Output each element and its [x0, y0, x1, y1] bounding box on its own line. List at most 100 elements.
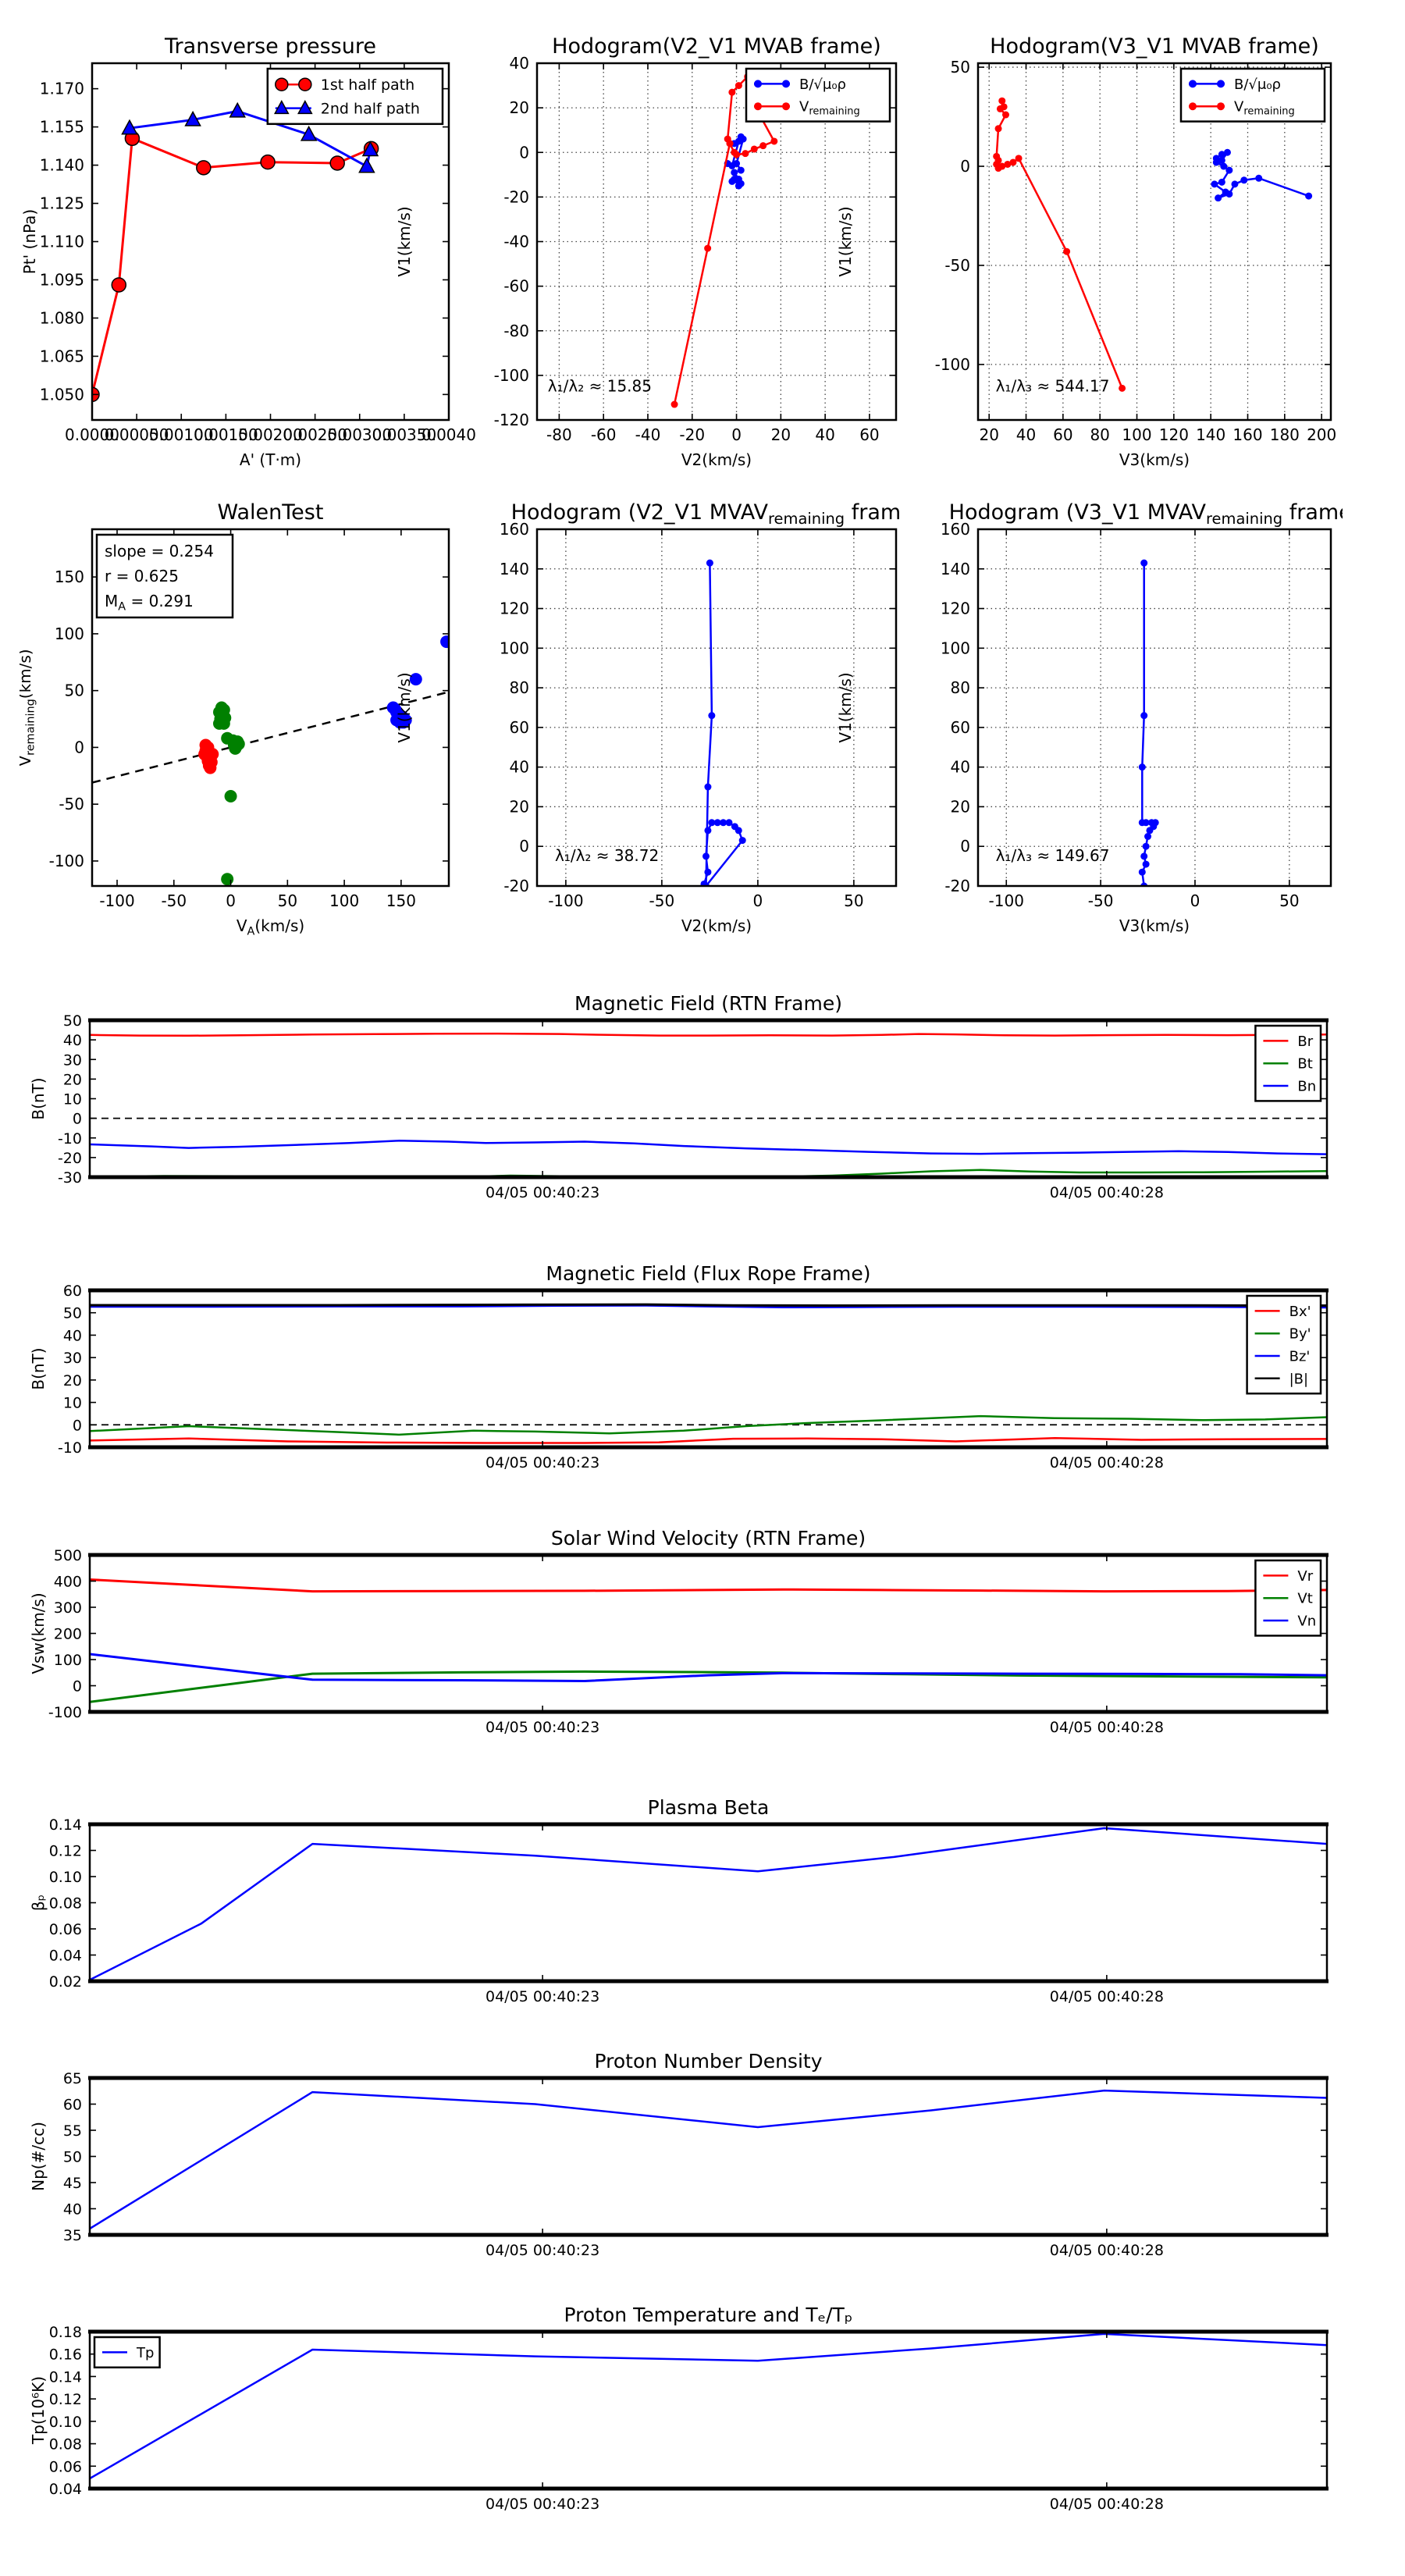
- y-tick-label: -120: [494, 411, 529, 429]
- y-tick-label: -10: [58, 1439, 82, 1457]
- y-tick-label: 0.14: [49, 2368, 82, 2386]
- x-tick-label: 0.00200: [238, 425, 303, 444]
- grid-lines: [537, 62, 896, 421]
- hodogram-v3v1-mvav-panel: -100 -50 0 50 -20 0 20 40 60 80 100 120 140 160 Hodogr…: [835, 494, 1343, 945]
- y-axis-label: Vsw(km/s): [29, 1592, 48, 1674]
- proton-number-density-svg: 04/05 00:40:23 04/05 00:40:28 35 40 45 50 55 60…: [29, 2050, 1329, 2259]
- plasma-beta-svg: 04/05 00:40:23 04/05 00:40:28 0.02 0.04 0.06…: [29, 1796, 1329, 2005]
- series-cluster-3: [386, 635, 449, 729]
- proton-temperature-panel: 04/05 00:40:23 04/05 00:40:28 0.04 0.06 0.08…: [23, 2291, 1382, 2525]
- y-tick-label: 1.125: [40, 194, 84, 213]
- x-tick-label: 0.0000: [65, 425, 119, 444]
- series--b-: [90, 1303, 1327, 1307]
- series-bn: [90, 1140, 1327, 1155]
- y-axis-label: V1(km/s): [395, 206, 414, 276]
- legend: B/√μ₀ρ Vremaining: [1179, 67, 1326, 123]
- x-tick-label: 40: [815, 425, 834, 444]
- series-cluster-1: [198, 738, 219, 774]
- y-tick-label: 10: [63, 1395, 82, 1412]
- legend-item-label: Bt: [1297, 1056, 1312, 1073]
- hodogram-v3v1-mvab-panel: 20 40 60 80 100 120 140 160 180 200 -100 -50 0 50 Hodo…: [835, 22, 1343, 472]
- y-tick-label: 0.12: [49, 2391, 82, 2408]
- x-tick-label: 50: [844, 891, 863, 910]
- x-tick-label: 20: [771, 425, 791, 444]
- y-tick-label: 20: [63, 1071, 82, 1088]
- y-tick-label: 100: [54, 1652, 82, 1669]
- chart-title: Hodogram (V3_V1 MVAVremaining frame): [949, 500, 1343, 528]
- x-tick-label: 04/05 00:40:23: [486, 1988, 599, 2005]
- series-br: [90, 1032, 1327, 1037]
- tick-marks: [978, 528, 1331, 887]
- magnetic-field-rtn-svg: 04/05 00:40:23 04/05 00:40:28 -30 -20 -10 0 10…: [29, 992, 1329, 1201]
- x-tick-label: 04/05 00:40:28: [1050, 1719, 1164, 1736]
- hodogram-v3v1-mvav-svg: -100 -50 0 50 -20 0 20 40 60 80 100 120 140 160Hodogr…: [836, 500, 1343, 935]
- series-v-remaining: [993, 97, 1126, 392]
- x-tick-label: 0: [731, 425, 742, 444]
- x-tick-label: 04/05 00:40:23: [486, 1454, 599, 1471]
- hodogram-v2v1-mvav-panel: -100 -50 0 50 -20 0 20 40 60 80 100 120 140 160 Hodogr…: [394, 494, 902, 945]
- y-tick-label: 60: [510, 718, 529, 737]
- x-tick-label: 04/05 00:40:23: [486, 1719, 599, 1736]
- walen-test-panel: -100 -50 0 50 100 150 -100 -50 0 50 100 150 WalenTes…: [20, 494, 484, 945]
- y-tick-label: 40: [510, 54, 529, 73]
- chart-title: Hodogram(V3_V1 MVAB frame): [990, 34, 1319, 59]
- legend: Vr Vt Vn: [1254, 1559, 1322, 1637]
- y-tick-label: -50: [944, 256, 970, 275]
- series-b-sqrt-mu0-rho-: [1211, 148, 1313, 202]
- y-tick-label: 40: [510, 758, 529, 777]
- legend-item-label: Tp: [136, 2345, 154, 2361]
- y-tick-label: 50: [63, 2149, 82, 2166]
- y-tick-label: 0: [960, 157, 970, 176]
- y-tick-label: 40: [63, 2201, 82, 2218]
- y-tick-label: -20: [944, 877, 970, 895]
- legend-item-label: r = 0.625: [105, 567, 179, 585]
- y-tick-label: 50: [63, 1305, 82, 1322]
- y-tick-label: 0: [960, 837, 970, 856]
- tick-marks: [92, 529, 449, 886]
- x-tick-label: 0: [1190, 891, 1200, 910]
- series-by-: [90, 1414, 1327, 1436]
- y-tick-label: 0: [73, 1678, 82, 1695]
- chart-title: Magnetic Field (RTN Frame): [574, 992, 842, 1015]
- x-tick-label: -50: [649, 891, 675, 910]
- x-tick-label: 50: [278, 891, 297, 910]
- tick-marks: [537, 528, 896, 887]
- y-tick-label: 0.16: [49, 2347, 82, 2364]
- proton-number-density-panel: 04/05 00:40:23 04/05 00:40:28 35 40 45 50 55 60…: [23, 2037, 1382, 2272]
- legend-item-label: Vremaining: [799, 99, 860, 118]
- y-tick-label: 140: [941, 560, 970, 578]
- chart-title: WalenTest: [218, 500, 324, 525]
- legend-item-label: slope = 0.254: [105, 542, 214, 560]
- x-tick-label: 0.0040: [422, 425, 476, 444]
- x-tick-label: -80: [546, 425, 572, 444]
- x-tick-label: 100: [1122, 425, 1151, 444]
- x-tick-label: 0.00350: [372, 425, 437, 444]
- y-tick-label: 0.10: [49, 1869, 82, 1886]
- x-axis-label: A' (T·m): [240, 450, 301, 469]
- y-tick-label: 120: [941, 600, 970, 618]
- x-tick-label: 180: [1270, 425, 1300, 444]
- y-tick-label: -20: [58, 1150, 82, 1167]
- y-tick-label: -20: [503, 187, 529, 206]
- x-tick-label: 04/05 00:40:28: [1050, 2496, 1164, 2513]
- y-tick-label: 200: [54, 1626, 82, 1643]
- y-tick-label: 500: [54, 1547, 82, 1564]
- magnetic-field-fluxrope-svg: 04/05 00:40:23 04/05 00:40:28 -10 0 10 20 30 40…: [29, 1262, 1329, 1471]
- x-tick-label: -100: [989, 891, 1024, 910]
- y-axis-label: B(nT): [29, 1077, 48, 1119]
- y-tick-label: 10: [63, 1091, 82, 1108]
- magnetic-field-rtn-panel: 04/05 00:40:23 04/05 00:40:28 -30 -20 -10 0 10…: [23, 980, 1382, 1214]
- x-tick-label: 0: [753, 891, 763, 910]
- series-1st-half-path: [92, 130, 379, 403]
- x-tick-label: 140: [1196, 425, 1225, 444]
- x-axis-label: V3(km/s): [1119, 450, 1190, 469]
- y-tick-label: 20: [510, 797, 529, 816]
- legend: Bx' By' Bz' |B|: [1246, 1294, 1322, 1395]
- series-tp: [90, 2332, 1327, 2480]
- x-tick-label: -60: [591, 425, 617, 444]
- y-tick-label: 50: [951, 58, 970, 76]
- x-axis-label: V2(km/s): [681, 450, 752, 469]
- y-tick-label: 0.08: [49, 2436, 82, 2453]
- legend-item-label: MA = 0.291: [105, 592, 194, 613]
- legend: slope = 0.254 r = 0.625 MA = 0.291: [95, 533, 234, 619]
